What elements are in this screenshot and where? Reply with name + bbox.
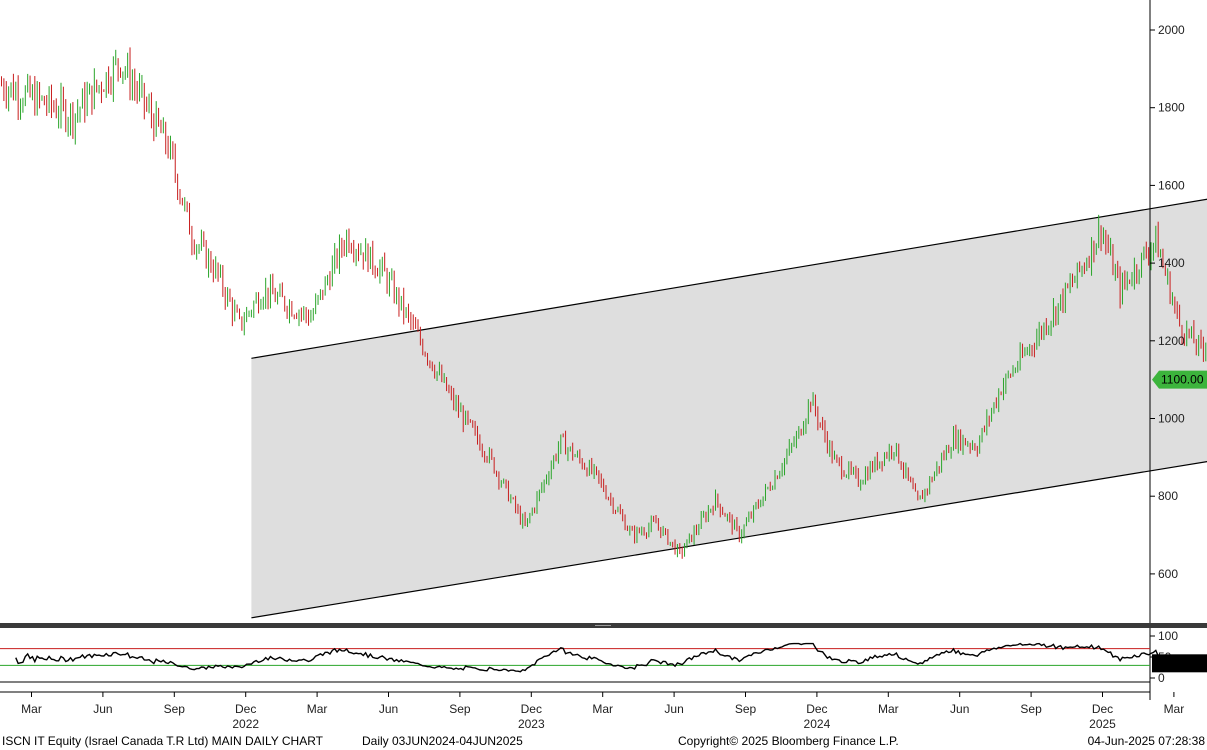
year-label: 2025: [1089, 717, 1116, 731]
last-price-badge-shape: [1152, 370, 1207, 389]
channel-layer: [251, 198, 1207, 619]
month-tick-label: Mar: [21, 702, 42, 716]
price-tick-label: 1600: [1158, 178, 1185, 192]
price-tick-label: 1800: [1158, 101, 1185, 115]
rsi-last-label: 34.9681: [1157, 656, 1201, 670]
rsi-tick-label: 0: [1158, 671, 1165, 685]
month-tick-label: Mar: [1164, 702, 1185, 716]
month-tick-label: Dec: [1092, 702, 1113, 716]
rsi-last-badge-shape: [1152, 654, 1207, 673]
month-tick-label: Mar: [878, 702, 899, 716]
price-tick-label: 1200: [1158, 334, 1185, 348]
security-title: ISCN IT Equity (Israel Canada T.R Ltd) M…: [2, 734, 324, 748]
month-tick-label: Jun: [950, 702, 969, 716]
chart-timestamp: 04-Jun-2025 07:28:38: [1088, 734, 1206, 748]
month-tick-label: Mar: [307, 702, 328, 716]
candle-layer: [1, 47, 1207, 559]
rsi-line: [15, 642, 1207, 673]
price-tick-label: 1400: [1158, 256, 1185, 270]
channel-upper-line: [251, 198, 1207, 359]
copyright-notice: Copyright© 2025 Bloomberg Finance L.P.: [678, 734, 899, 748]
year-label: 2024: [804, 717, 831, 731]
month-tick-label: Sep: [449, 702, 471, 716]
month-tick-label: Sep: [164, 702, 186, 716]
month-tick-label: Sep: [1020, 702, 1042, 716]
month-tick-label: Sep: [735, 702, 757, 716]
rsi-tick-label: 100: [1158, 629, 1178, 643]
price-tick-label: 1000: [1158, 412, 1185, 426]
price-channel-fill: [251, 199, 1207, 618]
rsi-last-badge: 34.9681: [1152, 654, 1207, 673]
price-tick-label: 600: [1158, 567, 1178, 581]
month-tick-label: Dec: [806, 702, 827, 716]
price-tick-label: 2000: [1158, 23, 1185, 37]
chart-period: Daily 03JUN2024-04JUN2025: [362, 734, 523, 748]
month-tick-label: Jun: [93, 702, 112, 716]
year-label: 2022: [232, 717, 259, 731]
price-tick-label: 800: [1158, 489, 1178, 503]
last-price-label: 1100.00: [1161, 373, 1204, 387]
month-tick-label: Dec: [235, 702, 256, 716]
month-tick-label: Mar: [592, 702, 613, 716]
rsi-panel: [0, 623, 1207, 683]
last-price-badge: 1100.00: [1152, 370, 1207, 389]
channel-lower-line: [251, 461, 1207, 619]
month-tick-label: Dec: [521, 702, 542, 716]
month-tick-label: Jun: [379, 702, 398, 716]
month-tick-label: Jun: [664, 702, 683, 716]
year-label: 2023: [518, 717, 545, 731]
axis-layer: 600800100012001400160018002000050100MarJ…: [0, 23, 1185, 731]
